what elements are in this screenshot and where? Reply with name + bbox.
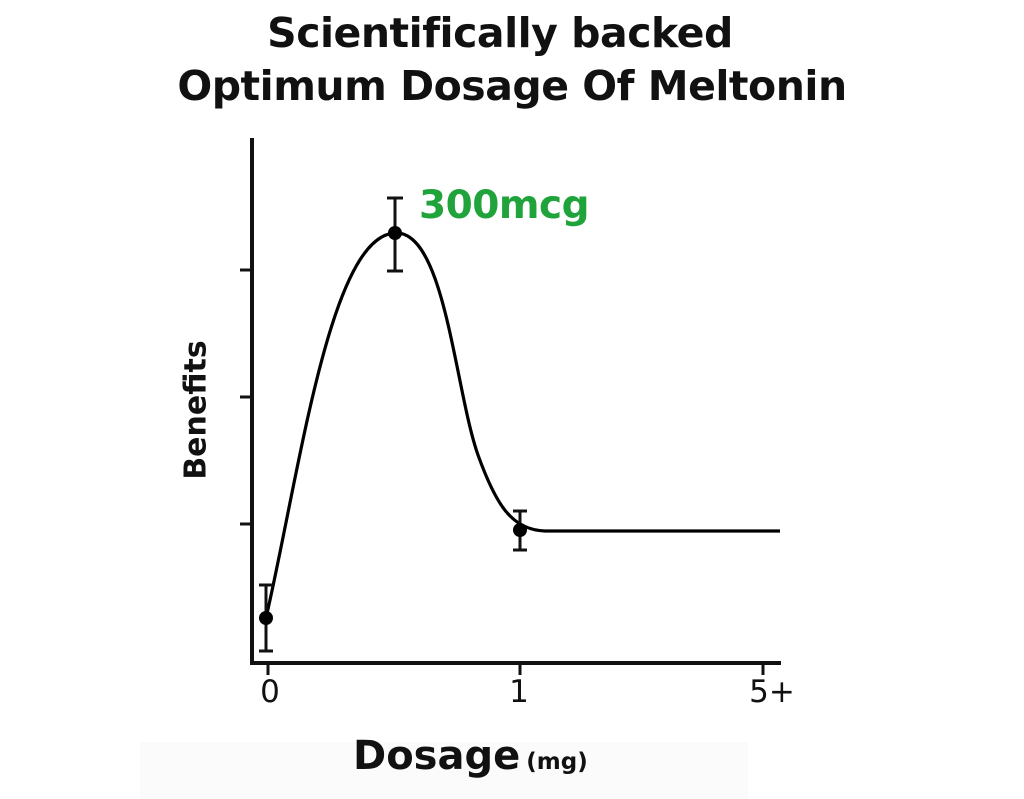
- x-axis-label-text: Dosage: [353, 733, 521, 779]
- x-label-background: [140, 742, 748, 799]
- x-tick-label: 5+: [749, 674, 795, 710]
- data-point: [259, 611, 273, 625]
- peak-annotation: 300mcg: [419, 183, 590, 228]
- y-axis-label: Benefits: [178, 340, 214, 480]
- benefit-curve: [264, 231, 780, 619]
- chart-title-line-2: Optimum Dosage Of Meltonin: [177, 62, 847, 110]
- x-axis-unit: (mg): [526, 749, 588, 775]
- data-point: [388, 226, 402, 240]
- chart-title-line-1: Scientifically backed: [267, 9, 733, 57]
- data-point: [513, 523, 527, 537]
- x-tick-label: 0: [260, 674, 280, 710]
- x-axis-label: Dosage (mg): [353, 733, 588, 779]
- x-tick-label: 1: [509, 674, 529, 710]
